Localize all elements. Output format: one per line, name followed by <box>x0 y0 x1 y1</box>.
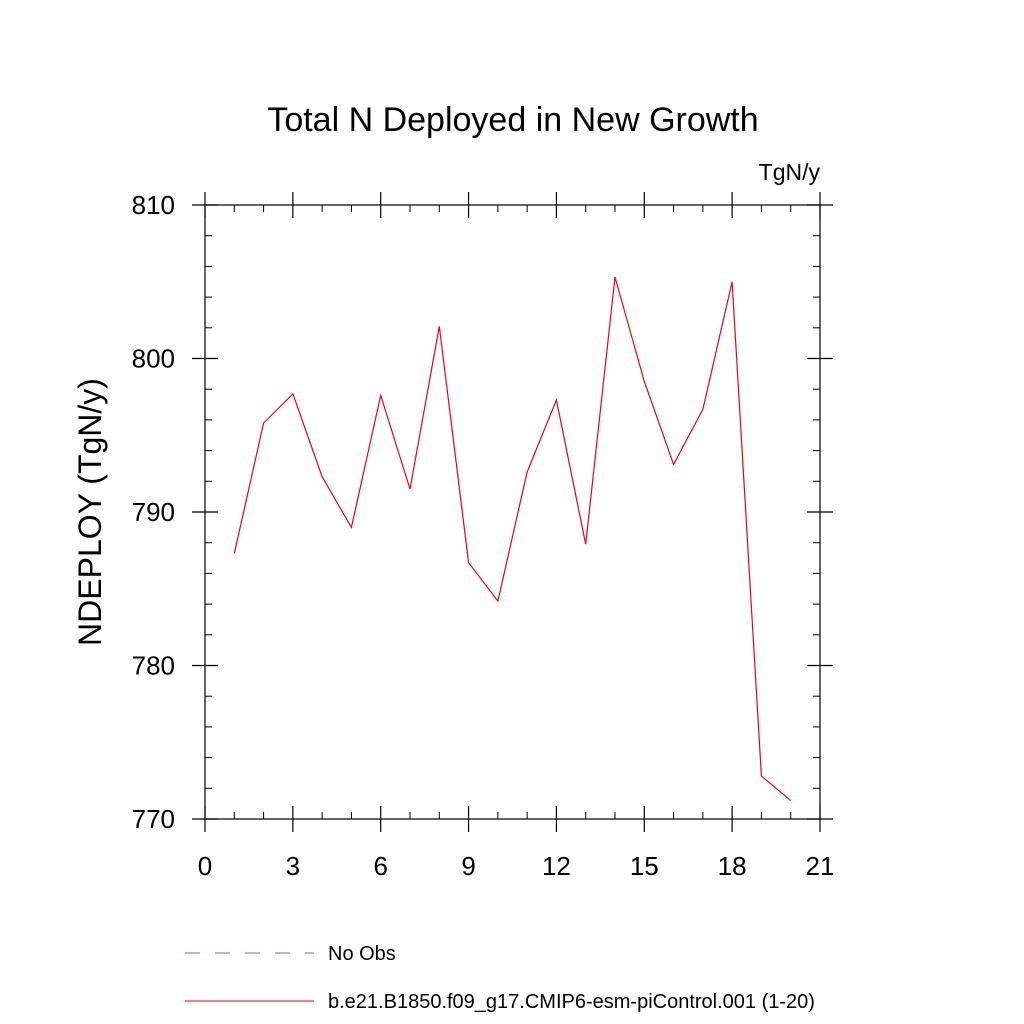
series-layer <box>233 276 792 802</box>
y-tick-label: 770 <box>132 804 175 834</box>
axis-ticks <box>192 192 833 832</box>
x-tick-label: 0 <box>198 851 212 881</box>
y-tick-label: 790 <box>132 497 175 527</box>
series-line <box>233 276 792 802</box>
legend-label: No Obs <box>328 943 396 965</box>
x-tick-label: 3 <box>286 851 300 881</box>
x-tick-label: 12 <box>542 851 571 881</box>
units-label: TgN/y <box>759 159 821 185</box>
legend-label: b.e21.B1850.f09_g17.CMIP6-esm-piControl.… <box>328 991 815 1013</box>
x-tick-label: 6 <box>373 851 387 881</box>
x-tick-label: 9 <box>461 851 475 881</box>
chart-title: Total N Deployed in New Growth <box>267 101 758 139</box>
y-tick-label: 780 <box>132 651 175 681</box>
x-tick-label: 18 <box>718 851 747 881</box>
axis-tick-labels: 0 3 6 9 12 15 18 21 770 780 790 800 810 <box>132 190 835 881</box>
y-tick-label: 800 <box>132 344 175 374</box>
x-tick-label: 15 <box>630 851 659 881</box>
x-tick-label: 21 <box>806 851 835 881</box>
y-tick-label: 810 <box>132 190 175 220</box>
legend: No Obs b.e21.B1850.f09_g17.CMIP6-esm-piCo… <box>185 943 815 1013</box>
y-axis-label: NDEPLOY (TgN/y) <box>72 378 108 646</box>
